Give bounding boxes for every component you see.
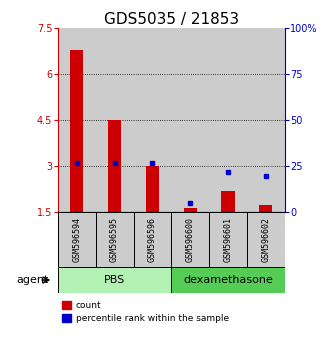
Bar: [209, 212, 247, 267]
Text: GSM596595: GSM596595: [110, 217, 119, 262]
Bar: [221, 191, 235, 212]
Title: GDS5035 / 21853: GDS5035 / 21853: [104, 12, 239, 27]
Text: GSM596594: GSM596594: [72, 217, 81, 262]
Bar: [171, 212, 209, 267]
Bar: [58, 212, 96, 267]
Text: agent: agent: [16, 275, 49, 285]
Bar: [146, 166, 159, 212]
Bar: [108, 120, 121, 212]
Bar: [171, 267, 285, 293]
Bar: [96, 212, 133, 267]
Text: GSM596600: GSM596600: [186, 217, 195, 262]
Bar: [70, 50, 83, 212]
Bar: [247, 28, 285, 212]
Bar: [58, 267, 171, 293]
Bar: [133, 28, 171, 212]
Bar: [184, 208, 197, 212]
Bar: [96, 28, 133, 212]
Legend: count, percentile rank within the sample: count, percentile rank within the sample: [63, 301, 229, 323]
Bar: [247, 212, 285, 267]
Text: GSM596602: GSM596602: [261, 217, 270, 262]
Bar: [171, 28, 209, 212]
Bar: [58, 28, 96, 212]
Text: PBS: PBS: [104, 275, 125, 285]
Bar: [133, 212, 171, 267]
Text: dexamethasone: dexamethasone: [183, 275, 273, 285]
Bar: [259, 205, 272, 212]
Text: GSM596601: GSM596601: [223, 217, 232, 262]
Bar: [209, 28, 247, 212]
Text: GSM596596: GSM596596: [148, 217, 157, 262]
